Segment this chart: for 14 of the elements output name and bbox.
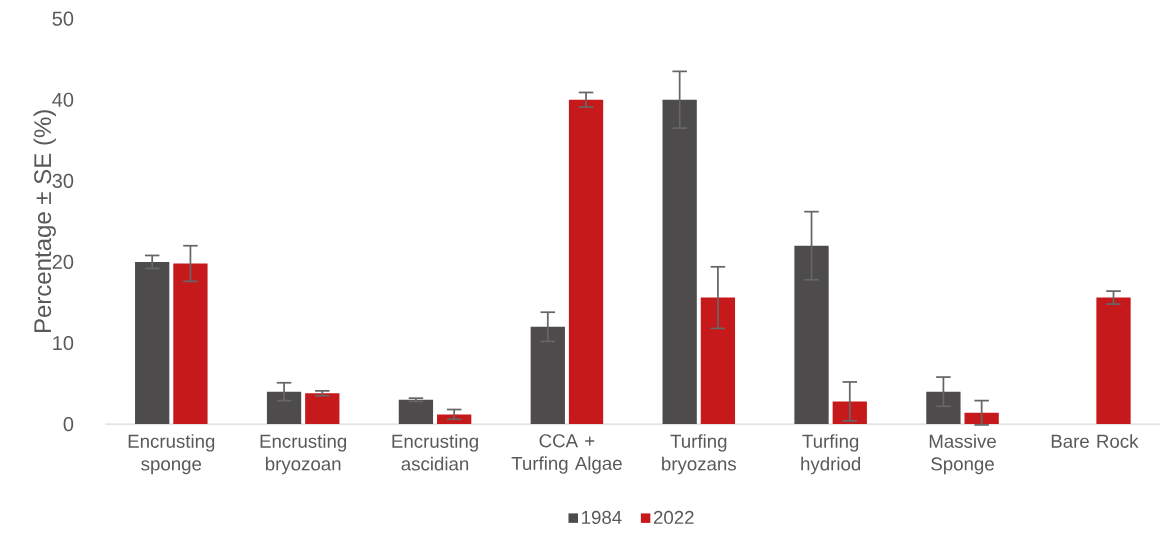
x-tick-label: Massive Sponge: [929, 433, 996, 474]
legend-label: 2022: [653, 510, 694, 524]
x-tick-label: Turfing bryozans: [662, 433, 736, 474]
y-tick-label: 0: [63, 416, 74, 431]
x-tick-label: Bare Rock: [1051, 433, 1139, 448]
x-tick-label: Turfing hydriod: [801, 433, 861, 474]
y-tick-label: 50: [52, 11, 74, 26]
x-tick-label: Encrusting sponge: [128, 433, 215, 474]
y-tick-label: 40: [52, 92, 74, 107]
legend-label: 1984: [582, 510, 622, 524]
x-tick-label: CCA + Turfing Algae: [511, 433, 622, 474]
y-tick-label: 10: [53, 335, 74, 350]
x-tick-label: Encrusting ascidian: [392, 433, 478, 471]
x-tick-label: Encrusting bryozoan: [260, 433, 347, 474]
